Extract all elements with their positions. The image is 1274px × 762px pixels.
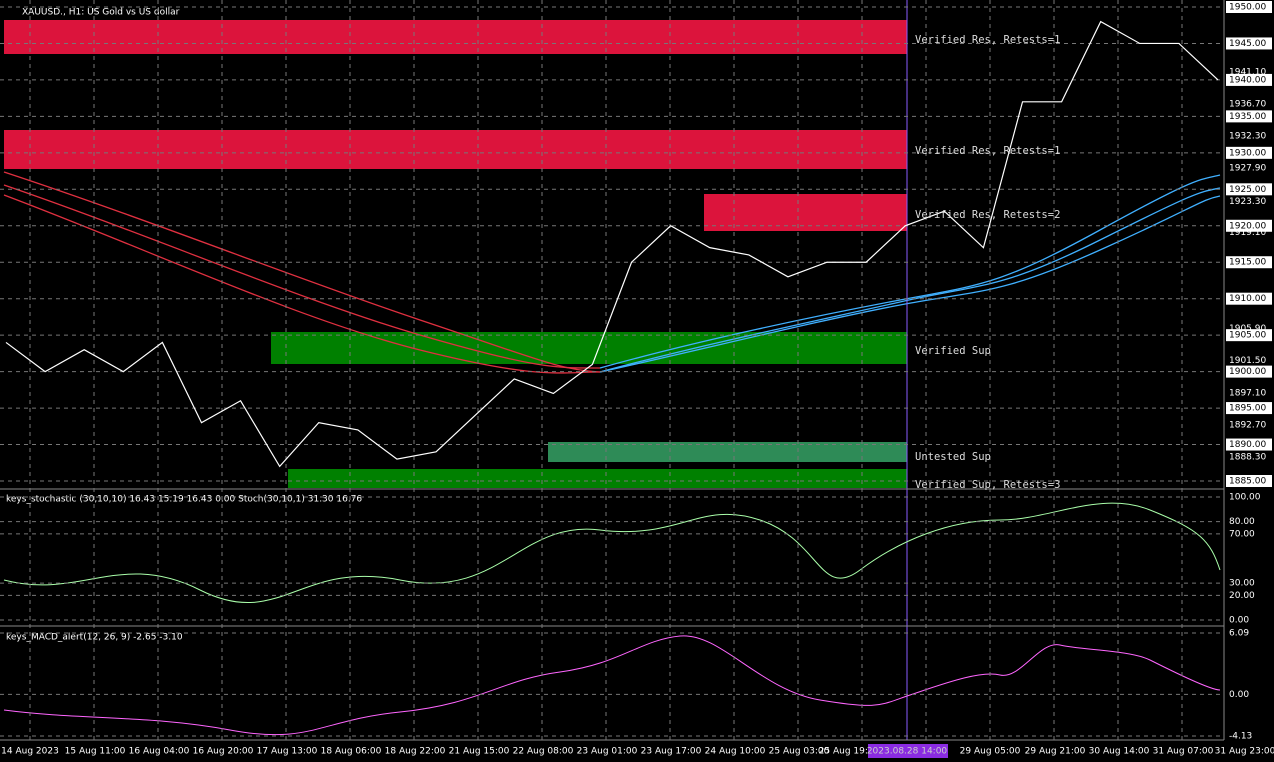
time-label: 29 Aug 05:00: [960, 747, 1021, 757]
indicator-label: 0.00: [1229, 690, 1249, 700]
time-label: 31 Aug 07:00: [1153, 747, 1214, 757]
sup-zone: [288, 469, 907, 488]
res-zone: [4, 130, 907, 169]
zone-label: Verified Sup, Retests=3: [915, 479, 1060, 491]
time-highlight: [868, 744, 948, 758]
chart-title: XAUUSD., H1: US Gold vs US dollar: [22, 8, 180, 18]
price-label: 1888.30: [1229, 452, 1266, 462]
time-label: 31 Aug 23:00: [1215, 747, 1274, 757]
price-label: 1905.00: [1229, 331, 1266, 341]
price-label: 1919.10: [1229, 228, 1266, 238]
price-label: 1950.00: [1229, 3, 1266, 13]
price-label: 1925.00: [1229, 185, 1266, 195]
time-label: 18 Aug 22:00: [385, 747, 446, 757]
price-label-box: [1226, 475, 1272, 487]
price-label: 1915.00: [1229, 258, 1266, 268]
time-label: 16 Aug 04:00: [129, 747, 190, 757]
price-label-box: [1226, 292, 1272, 305]
time-label: 22 Aug 08:00: [513, 747, 574, 757]
price-label-box: [1226, 438, 1272, 451]
price-label-box: [1226, 365, 1272, 378]
zone-label: Verified Sup: [915, 345, 991, 357]
price-label-box: [1226, 256, 1272, 269]
indicator-label: 0.00: [1229, 616, 1249, 626]
sup-zone: [271, 332, 907, 364]
zone-label: Verified Res, Retests=1: [915, 34, 1060, 46]
price-label-box: [1226, 1, 1272, 13]
time-label: 23 Aug 01:00: [577, 747, 638, 757]
price-label-box: [1226, 402, 1272, 415]
macd-line: [3, 635, 1221, 736]
indicator-label: 80.00: [1229, 517, 1255, 527]
price-label: 1927.90: [1229, 164, 1266, 174]
stoch-header: keys_stochastic (30,10,10) 16.43 15.19 1…: [6, 495, 362, 505]
price-label: 1901.50: [1229, 356, 1266, 366]
price-label: 1923.30: [1229, 197, 1266, 207]
zone-label: Untested Sup: [915, 451, 991, 463]
zone-label: Verified Res, Retests=2: [915, 209, 1060, 221]
price-label-box: [1226, 219, 1272, 232]
price-label-box: [1226, 37, 1272, 50]
price-label: 1920.00: [1229, 221, 1266, 231]
time-label: 2023.08.28 14:00: [867, 747, 948, 757]
time-label: 24 Aug 10:00: [705, 747, 766, 757]
price-label: 1910.00: [1229, 294, 1266, 304]
res-zone: [4, 20, 907, 54]
price-label: 1895.00: [1229, 404, 1266, 414]
sup-zone: [548, 442, 907, 462]
price-label-box: [1226, 110, 1272, 123]
indicator-label: 100.00: [1229, 493, 1261, 503]
price-label-box: [1226, 329, 1272, 342]
time-label: 25 Aug 03:00: [769, 747, 830, 757]
price-label: 1890.00: [1229, 440, 1266, 450]
price-line: [5, 20, 1219, 468]
price-label: 1885.00: [1229, 477, 1266, 487]
price-label: 1930.00: [1229, 148, 1266, 158]
time-label: 15 Aug 11:00: [65, 747, 126, 757]
price-label: 1905.90: [1229, 324, 1266, 334]
time-label: 21 Aug 15:00: [449, 747, 510, 757]
indicator-label: 6.09: [1229, 629, 1249, 639]
time-label: 25 Aug 19:00: [819, 747, 880, 757]
zone-label: Verified Res, Retests=1: [915, 145, 1060, 157]
moving-averages: [3, 171, 1221, 374]
price-label: 1936.70: [1229, 99, 1266, 109]
price-label-box: [1226, 73, 1272, 86]
time-label: 23 Aug 17:00: [641, 747, 702, 757]
price-label: 1935.00: [1229, 112, 1266, 122]
indicator-label: 20.00: [1229, 591, 1255, 601]
price-label: 1900.00: [1229, 367, 1266, 377]
stoch-line: [3, 502, 1221, 604]
price-label: 1932.30: [1229, 132, 1266, 142]
price-label-box: [1226, 146, 1272, 159]
price-label-box: [1226, 183, 1272, 196]
res-zone: [704, 194, 907, 231]
indicator-label: 70.00: [1229, 529, 1255, 539]
time-label: 30 Aug 14:00: [1089, 747, 1150, 757]
time-label: 17 Aug 13:00: [257, 747, 318, 757]
indicator-label: -4.13: [1229, 732, 1252, 742]
time-label: 16 Aug 20:00: [193, 747, 254, 757]
price-label: 1940.00: [1229, 75, 1266, 85]
macd-header: keys_MACD_alert(12, 26, 9) -2.65 -3.10: [6, 633, 183, 643]
price-label: 1892.70: [1229, 420, 1266, 430]
time-label: 18 Aug 06:00: [321, 747, 382, 757]
price-label: 1897.10: [1229, 388, 1266, 398]
price-label: 1941.10: [1229, 67, 1266, 77]
indicator-label: 30.00: [1229, 579, 1255, 589]
time-label: 29 Aug 21:00: [1025, 747, 1086, 757]
price-label: 1945.00: [1229, 39, 1266, 49]
time-label: 14 Aug 2023: [1, 747, 59, 757]
